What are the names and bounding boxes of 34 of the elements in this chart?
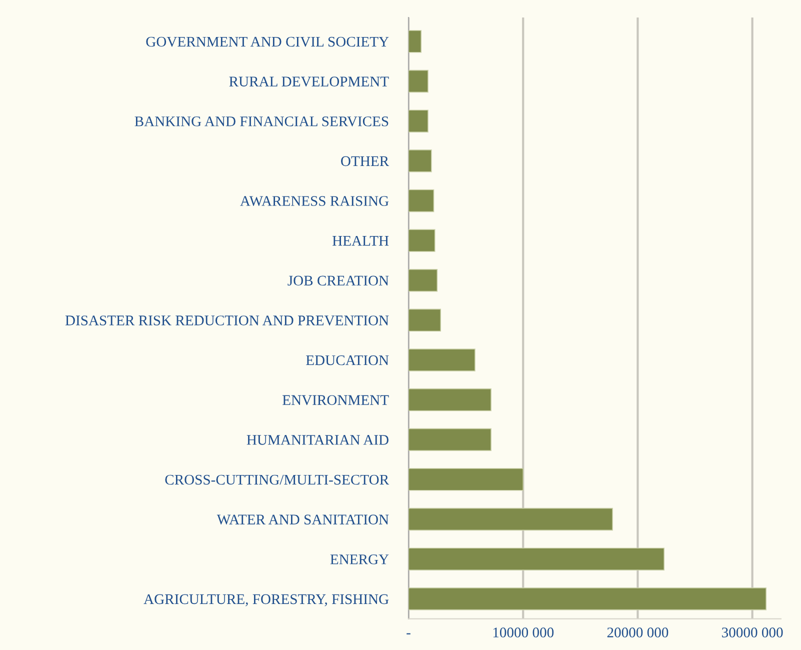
bar [408, 70, 428, 93]
y-tick-label: CROSS-CUTTING/MULTI-SECTOR [165, 474, 390, 485]
y-tick-label: JOB CREATION [288, 276, 389, 286]
y-tick-label: ENERGY [330, 554, 389, 564]
bar [408, 548, 664, 570]
bar [408, 189, 434, 212]
bar [408, 110, 428, 132]
y-tick-label: ENVIRONMENT [282, 395, 389, 406]
y-tick-label: OTHER [341, 156, 390, 166]
bar [408, 468, 524, 491]
bar [408, 268, 438, 292]
bar [408, 308, 442, 332]
y-tick-label: RURAL DEVELOPMENT [229, 76, 389, 87]
bar [408, 30, 422, 53]
y-tick-label: HUMANITARIAN AID [246, 435, 388, 445]
x-tick-label: 10000 000 [493, 628, 554, 638]
bar [408, 508, 613, 531]
bar [408, 348, 476, 372]
bar [408, 150, 432, 172]
x-tick-label: 30000 000 [722, 628, 783, 638]
y-tick-label: BANKING AND FINANCIAL SERVICES [134, 116, 388, 126]
y-tick-label: GOVERNMENT AND CIVIL SOCIETY [146, 36, 389, 47]
bar [408, 388, 492, 412]
x-tick-label: 20000 000 [607, 628, 668, 638]
y-tick-label: DISASTER RISK REDUCTION AND PREVENTION [65, 316, 389, 326]
y-tick-label: HEALTH [332, 236, 389, 246]
y-tick-label: AGRICULTURE, FORESTRY, FISHING [144, 594, 389, 606]
y-tick-label: AWARENESS RAISING [240, 196, 389, 206]
bar [408, 588, 766, 610]
y-tick-label: EDUCATION [306, 355, 389, 366]
x-tick-label: - [406, 633, 410, 634]
bar [408, 229, 436, 252]
y-tick-label: WATER AND SANITATION [216, 514, 389, 525]
bar [408, 428, 492, 451]
